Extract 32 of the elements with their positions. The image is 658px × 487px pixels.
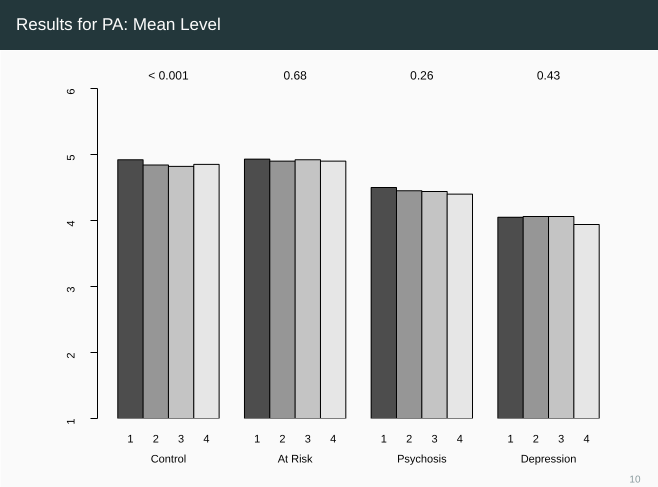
series-label: 2 bbox=[152, 434, 159, 446]
text: < 0.001 bbox=[148, 68, 189, 82]
text: 1 bbox=[254, 434, 260, 446]
y-tick-label: 5 bbox=[66, 154, 78, 161]
text: 0.26 bbox=[410, 68, 434, 82]
text: 3 bbox=[304, 434, 311, 446]
series-label: 4 bbox=[203, 434, 210, 446]
text: 3 bbox=[431, 434, 438, 446]
text: 2 bbox=[406, 434, 412, 446]
x-tick-label: At Risk bbox=[278, 454, 314, 466]
y-tick-label: 4 bbox=[66, 220, 78, 227]
text: 4 bbox=[583, 434, 590, 446]
text: 2 bbox=[279, 434, 286, 446]
y-tick-label: 3 bbox=[66, 286, 78, 293]
y-tick-label: 6 bbox=[66, 88, 78, 95]
x-tick-label: Psychosis bbox=[397, 454, 448, 466]
text: 0.68 bbox=[283, 68, 308, 82]
x-tick-label: Control bbox=[150, 454, 186, 466]
text: 2 bbox=[532, 434, 539, 446]
series-label: 3 bbox=[178, 434, 184, 446]
y-tick-label: 2 bbox=[66, 352, 78, 359]
series-label: 1 bbox=[127, 434, 134, 446]
text: 4 bbox=[330, 434, 336, 446]
x-tick-label: Depression bbox=[520, 454, 576, 466]
text: 1 bbox=[380, 434, 387, 446]
text: 4 bbox=[456, 434, 463, 446]
text: 3 bbox=[558, 434, 564, 446]
text: 1 bbox=[507, 434, 514, 446]
chart-title: Results for PA: Mean Level bbox=[16, 14, 221, 36]
text: 0.43 bbox=[536, 68, 561, 82]
y-tick-label: 1 bbox=[66, 418, 78, 425]
text: 10 bbox=[629, 474, 641, 486]
